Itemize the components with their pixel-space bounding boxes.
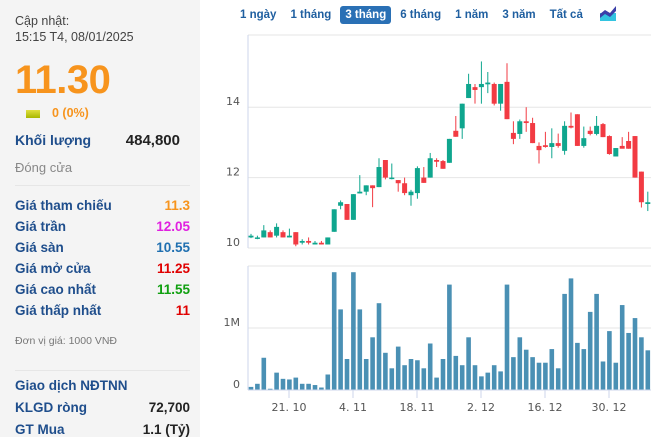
divider: [15, 185, 190, 186]
range-button[interactable]: 1 năm: [455, 9, 489, 21]
update-label: Cập nhật:: [15, 14, 70, 28]
volume-row: Khối lượng 484,800: [15, 132, 190, 149]
area-chart-toggle-icon[interactable]: [600, 5, 616, 21]
close-status: Đóng cửa: [15, 160, 73, 175]
price-volume-chart: 10 12 14 1M 0 21. 10 4. 11 18. 11 2. 12 16. 12 30.…: [224, 34, 651, 414]
svg-text:2. 12: 2. 12: [467, 401, 495, 414]
foreign-row-value: 72,700: [148, 400, 190, 415]
price-row-label: Giá tham chiếu: [15, 198, 112, 213]
volume-label: Khối lượng: [15, 132, 92, 148]
price-row: Giá tham chiếu 11.3: [15, 198, 190, 213]
price-row-value: 10.55: [156, 240, 190, 255]
svg-text:0: 0: [233, 378, 240, 391]
price-row-label: Giá sàn: [15, 240, 64, 255]
foreign-row-net-volume: KLGD ròng 72,700: [15, 400, 190, 415]
price-row: Giá trần 12.05: [15, 219, 190, 234]
chart-panel: 1 ngày 1 tháng 3 tháng 6 tháng 1 năm 3 năm Tất…: [200, 0, 668, 437]
price-row-value: 11.3: [164, 198, 190, 213]
svg-text:18. 11: 18. 11: [400, 401, 435, 414]
svg-text:4. 11: 4. 11: [339, 401, 367, 414]
svg-text:21. 10: 21. 10: [272, 401, 307, 414]
price-row: Giá sàn 10.55: [15, 240, 190, 255]
svg-text:16. 12: 16. 12: [528, 401, 563, 414]
range-button[interactable]: 3 năm: [502, 9, 536, 21]
price-change: 0 (0%): [52, 106, 89, 120]
foreign-title: Giao dịch NĐTNN: [15, 378, 128, 393]
price-row-label: Giá mở cửa: [15, 261, 91, 276]
price-row: Giá cao nhất 11.55: [15, 282, 190, 297]
foreign-row-label: GT Mua: [15, 422, 65, 437]
price-row: Giá thấp nhất 11: [15, 303, 190, 318]
range-button[interactable]: 1 ngày: [240, 9, 277, 21]
unit-note: Đơn vị giá: 1000 VNĐ: [15, 335, 118, 347]
no-change-indicator-icon: [26, 110, 40, 118]
price-row-value: 11.25: [156, 261, 190, 276]
price-row-label: Giá thấp nhất: [15, 303, 102, 318]
update-info: Cập nhật: 15:15 T4, 08/01/2025: [15, 13, 134, 45]
divider: [15, 370, 190, 371]
volume-value: 484,800: [125, 132, 180, 149]
svg-text:30. 12: 30. 12: [592, 401, 627, 414]
price-row-value: 12.05: [156, 219, 190, 234]
foreign-row-value: 1.1 (Tỷ): [142, 422, 190, 437]
range-selector: 1 ngày 1 tháng 3 tháng 6 tháng 1 năm 3 năm Tất…: [235, 6, 592, 24]
price-row-value: 11: [175, 303, 190, 318]
range-button[interactable]: 1 tháng: [290, 9, 332, 21]
current-price: 11.30: [15, 58, 111, 102]
price-row-label: Giá cao nhất: [15, 282, 97, 297]
range-button[interactable]: 3 tháng: [340, 6, 392, 24]
price-row: Giá mở cửa 11.25: [15, 261, 190, 276]
svg-text:1M: 1M: [224, 316, 241, 329]
foreign-row-buy-value: GT Mua 1.1 (Tỷ): [15, 422, 190, 437]
range-button[interactable]: Tất cả: [549, 9, 583, 21]
price-row-value: 11.55: [156, 282, 190, 297]
svg-text:14: 14: [226, 95, 240, 108]
foreign-row-label: KLGD ròng: [15, 400, 87, 415]
svg-text:12: 12: [226, 166, 240, 179]
update-time: 15:15 T4, 08/01/2025: [15, 30, 134, 44]
price-row-label: Giá trần: [15, 219, 67, 234]
svg-text:10: 10: [226, 236, 240, 249]
quote-summary-panel: Cập nhật: 15:15 T4, 08/01/2025 11.30 0 (…: [0, 0, 200, 437]
range-button[interactable]: 6 tháng: [400, 9, 442, 21]
